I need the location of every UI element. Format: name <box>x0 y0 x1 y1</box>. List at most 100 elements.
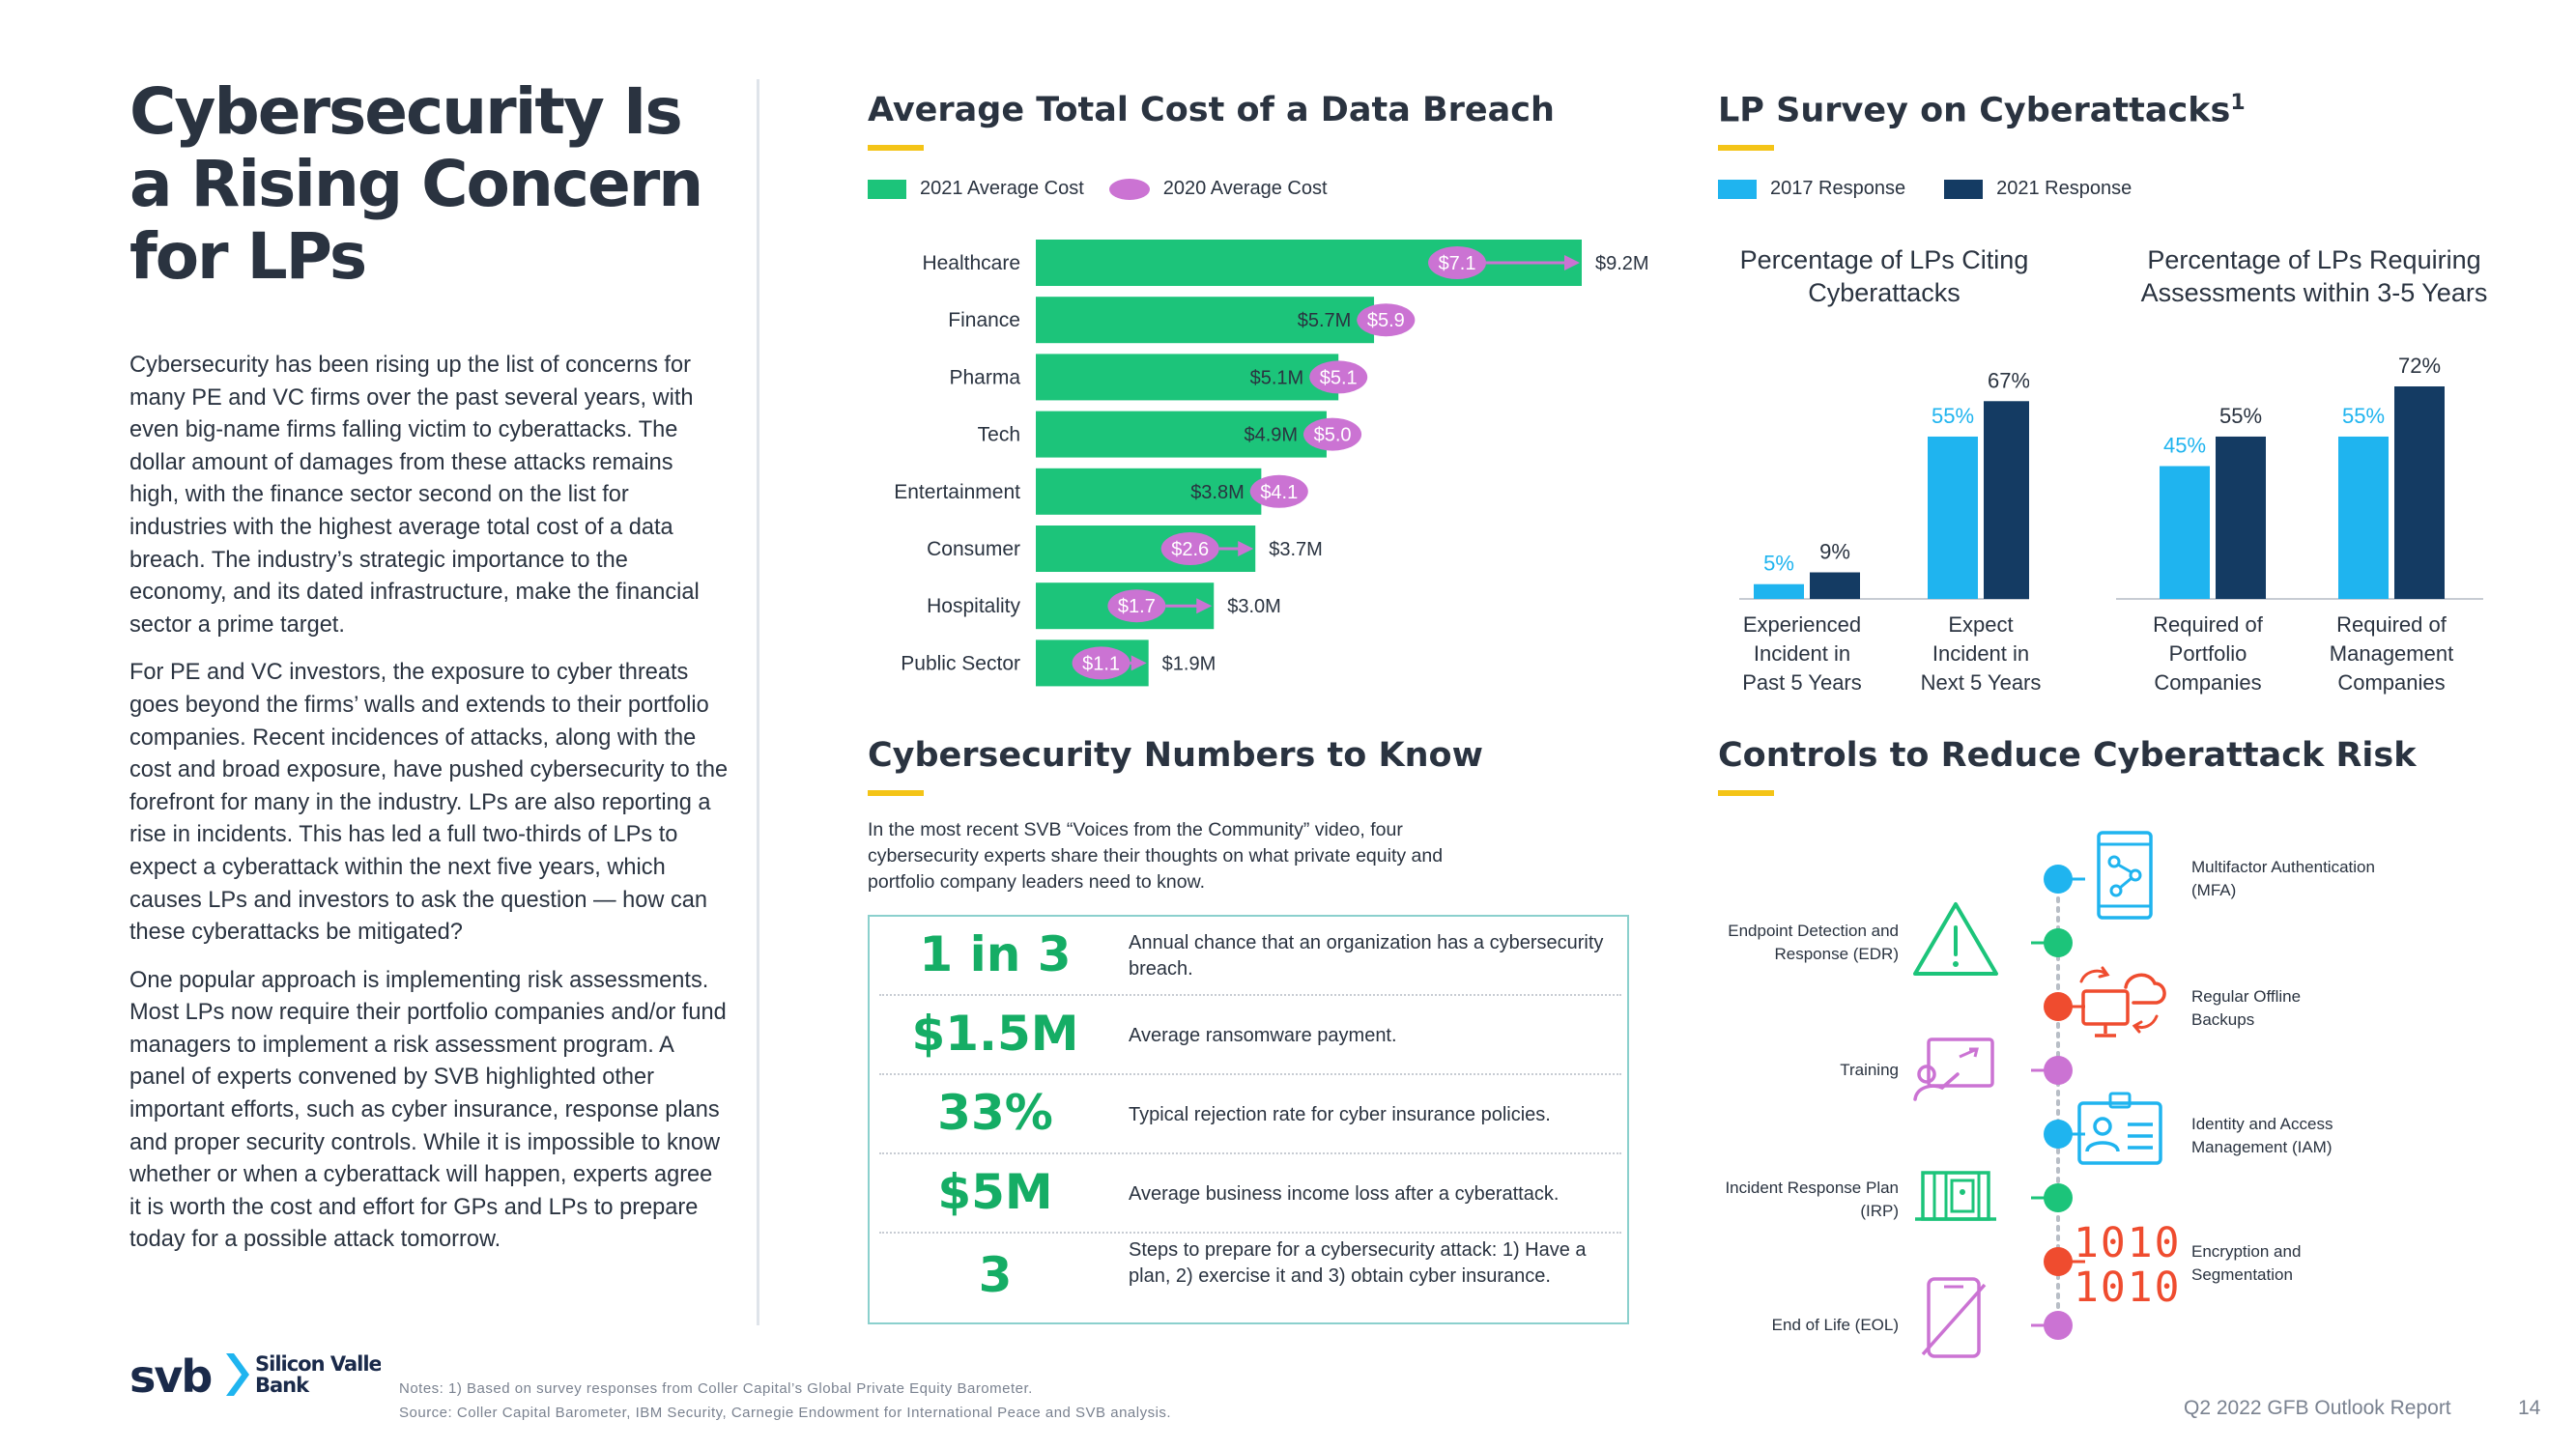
control-label-eol: End of Life (EOL) <box>1771 1316 1899 1334</box>
lp-category-3: Required of Portfolio Companies <box>2153 612 2263 695</box>
bar-category-label: Healthcare <box>922 252 1020 274</box>
numbers-title-underline <box>868 790 924 796</box>
backup-cloud-icon <box>2079 966 2166 1037</box>
notes-line: Notes: 1) Based on survey responses from… <box>399 1380 1033 1397</box>
bar-category-label: Tech <box>978 424 1020 446</box>
marker-2020 <box>1309 360 1368 394</box>
lp-survey-title-text: LP Survey on Cyberattacks <box>1718 91 2231 130</box>
binary-line-2: 1010 <box>2074 1264 2182 1312</box>
number-desc-4: Average business income loss after a cyb… <box>1129 1183 1560 1205</box>
legend-label-2021: 2021 Average Cost <box>920 178 1084 199</box>
legend-swatch-2020 <box>1108 178 1150 200</box>
marker-2020 <box>1428 246 1487 279</box>
legend-swatch-2021 <box>868 179 906 199</box>
label-2021: $3.8M <box>1190 482 1245 503</box>
label-2021: $4.9M <box>1244 425 1298 446</box>
number-value-2: $1.5M <box>911 1006 1079 1062</box>
number-value-1: 1 in 3 <box>919 926 1072 982</box>
svb-logo: svb Silicon Valley Bank <box>129 1348 396 1403</box>
legend-swatch-2021-response <box>1944 179 1984 199</box>
timeline-node-edr <box>2031 928 2073 957</box>
number-value-5: 3 <box>978 1247 1013 1303</box>
end-of-life-icon <box>1921 1277 1987 1358</box>
number-separator <box>879 1232 1621 1234</box>
numbers-title: Cybersecurity Numbers to Know <box>868 736 1483 775</box>
bar-2021 <box>1036 354 1339 401</box>
change-arrow-head <box>1131 655 1147 671</box>
controls-title-underline <box>1718 790 1774 796</box>
control-label-encryption: Encryption and Segmentation <box>2191 1242 2302 1284</box>
lp-label-2017: 55% <box>1932 404 1974 428</box>
lp-bar-2017 <box>1928 436 1978 599</box>
legend-label-2017: 2017 Response <box>1770 178 1906 199</box>
timeline-node-eol <box>2031 1311 2073 1340</box>
change-arrow-head <box>1238 541 1254 556</box>
breach-bar-chart: Healthcare $7.1 $9.2M Finance $5.9 $5.7M Pharm… <box>894 240 1649 687</box>
number-value-4: $5M <box>937 1164 1053 1220</box>
lp-category-1: Experienced Incident in Past 5 Years <box>1742 612 1862 695</box>
marker-2020 <box>1107 589 1166 623</box>
number-desc-3: Typical rejection rate for cyber insuran… <box>1129 1104 1551 1125</box>
bar-category-label: Pharma <box>949 366 1020 388</box>
marker-2020 <box>1357 303 1416 337</box>
number-separator <box>879 994 1621 996</box>
timeline-node-encryption <box>2044 1247 2085 1276</box>
control-label-irp: Incident Response Plan (IRP) <box>1725 1179 1899 1220</box>
label-2020: $7.1 <box>1439 253 1476 274</box>
lp-survey-title: LP Survey on Cyberattacks1 <box>1718 91 2246 130</box>
door-plan-icon <box>1915 1171 1996 1221</box>
label-2020: $1.7 <box>1118 596 1156 617</box>
label-2021: $3.0M <box>1227 596 1281 617</box>
training-icon <box>1913 1037 1994 1101</box>
footer-notes: Notes: 1) Based on survey responses from… <box>399 1377 1171 1425</box>
number-separator <box>879 1152 1621 1154</box>
lp-bar-2021 <box>1984 401 2029 599</box>
change-arrow-head <box>1196 598 1213 614</box>
bar-category-label: Consumer <box>927 538 1020 560</box>
marker-2020 <box>1160 532 1219 565</box>
label-2020: $1.1 <box>1082 653 1120 674</box>
marker-2020 <box>1072 646 1131 680</box>
lp-label-2021: 55% <box>2219 404 2262 428</box>
numbers-intro: In the most recent SVB “Voices from the … <box>868 819 1444 893</box>
timeline-node-backups <box>2044 992 2085 1021</box>
number-value-3: 33% <box>937 1085 1053 1141</box>
label-2021: $3.7M <box>1269 539 1323 560</box>
lp-bar-2021 <box>2216 436 2266 599</box>
lp-category-4: Required of Management Companies <box>2329 612 2454 695</box>
controls-title: Controls to Reduce Cyberattack Risk <box>1718 736 2417 775</box>
page-title: Cybersecurity Is a Rising Concern for LP… <box>129 74 703 294</box>
binary-line-1: 1010 <box>2074 1219 2182 1267</box>
number-desc-5: Steps to prepare for a cybersecurity att… <box>1129 1239 1587 1287</box>
body-paragraph-2: For PE and VC investors, the exposure to… <box>129 660 729 946</box>
label-2021: $5.7M <box>1298 310 1352 331</box>
warning-icon <box>1913 902 1998 976</box>
marker-2020 <box>1303 417 1362 451</box>
label-2021: $1.9M <box>1162 653 1216 674</box>
lp-bar-2017 <box>1754 583 1804 599</box>
lp-survey-footnote-mark: 1 <box>2230 91 2246 115</box>
number-desc-1: Annual chance that an organization has a… <box>1129 932 1604 980</box>
lp-legend: 2017 Response 2021 Response <box>1718 178 2132 200</box>
column-divider <box>757 79 759 1325</box>
control-label-edr: Endpoint Detection and Response (EDR) <box>1728 922 1899 963</box>
label-2020: $2.6 <box>1171 539 1209 560</box>
bar-category-label: Hospitality <box>927 595 1020 617</box>
control-label-mfa: Multifactor Authentication (MFA) <box>2191 858 2375 899</box>
source-line: Source: Coller Capital Barometer, IBM Se… <box>399 1405 1172 1421</box>
bar-2021 <box>1036 411 1327 458</box>
breach-chart-title: Average Total Cost of a Data Breach <box>868 91 1555 129</box>
chevron-icon <box>226 1353 249 1396</box>
control-label-training: Training <box>1840 1061 1899 1079</box>
timeline-node-training <box>2031 1056 2073 1085</box>
lp-label-2017: 5% <box>1763 552 1794 576</box>
body-paragraph-1: Cybersecurity has been rising up the lis… <box>129 353 700 638</box>
legend-label-2020: 2020 Average Cost <box>1162 178 1328 199</box>
lp-bar-2017 <box>2160 466 2210 599</box>
svb-logo-line2: Bank <box>255 1374 310 1397</box>
body-paragraph-3: One popular approach is implementing ris… <box>129 967 727 1253</box>
lp-label-2021: 72% <box>2398 354 2441 378</box>
marker-2020 <box>1249 474 1308 508</box>
lp-label-2021: 9% <box>1819 540 1850 564</box>
legend-label-2021-response: 2021 Response <box>1996 178 2132 199</box>
